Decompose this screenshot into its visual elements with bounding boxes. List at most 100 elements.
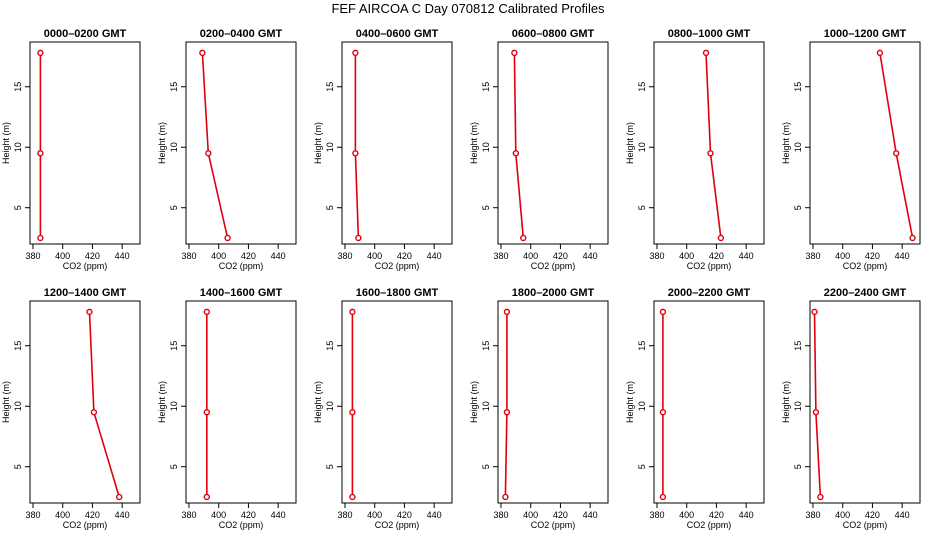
profile-point xyxy=(520,234,527,242)
y-tick-label: 10 xyxy=(793,142,803,152)
x-tick-label: 400 xyxy=(835,510,850,520)
x-tick-label: 440 xyxy=(427,251,442,261)
y-tick-label: 15 xyxy=(793,82,803,92)
plot-title: 2000–2200 GMT xyxy=(668,287,751,299)
profile-point xyxy=(707,150,714,157)
profile-point xyxy=(224,234,231,242)
x-axis-label: CO2 (ppm) xyxy=(219,520,264,530)
profile-point xyxy=(659,409,667,416)
profile-plot: 1000–1200 GMT 380 400 420 440 5 10 15 CO2 (ppm) H… xyxy=(781,28,921,271)
plot-frame xyxy=(809,300,921,504)
plot-title: 1600–1800 GMT xyxy=(356,287,439,299)
profile-line xyxy=(705,52,722,239)
y-tick-label: 15 xyxy=(325,341,335,351)
x-tick-label: 380 xyxy=(493,251,508,261)
profile-point xyxy=(659,308,667,316)
y-axis-label: Height (m) xyxy=(625,122,635,164)
y-tick-label: 10 xyxy=(481,142,491,152)
x-tick-label: 440 xyxy=(739,510,754,520)
x-axis-label: CO2 (ppm) xyxy=(843,261,888,271)
x-tick-label: 420 xyxy=(553,251,568,261)
profile-plot: 0200–0400 GMT 380 400 420 440 5 10 15 CO2 (ppm) H… xyxy=(157,28,297,271)
x-axis-label: CO2 (ppm) xyxy=(63,520,108,530)
plot-frame xyxy=(29,41,141,245)
profile-point xyxy=(812,409,820,416)
y-tick-label: 10 xyxy=(637,401,647,411)
plot-title: 1000–1200 GMT xyxy=(824,28,907,40)
y-tick-label: 10 xyxy=(169,401,179,411)
x-tick-label: 380 xyxy=(805,510,820,520)
x-tick-label: 400 xyxy=(367,510,382,520)
x-tick-label: 420 xyxy=(85,251,100,261)
y-tick-label: 15 xyxy=(13,341,23,351)
x-tick-label: 400 xyxy=(211,251,226,261)
x-tick-label: 440 xyxy=(427,510,442,520)
x-tick-label: 400 xyxy=(679,510,694,520)
profile-line xyxy=(813,311,822,498)
y-tick-label: 5 xyxy=(793,205,803,210)
profile-point xyxy=(512,150,520,157)
profile-point xyxy=(355,234,362,242)
x-tick-label: 400 xyxy=(367,251,382,261)
profile-point xyxy=(203,409,211,416)
x-axis-label: CO2 (ppm) xyxy=(375,520,420,530)
y-tick-label: 10 xyxy=(325,142,335,152)
profile-point xyxy=(909,234,916,242)
plot-frame xyxy=(341,41,453,245)
profile-line xyxy=(201,52,229,239)
y-tick-label: 15 xyxy=(637,82,647,92)
x-tick-label: 400 xyxy=(679,251,694,261)
x-tick-label: 380 xyxy=(337,251,352,261)
y-tick-label: 10 xyxy=(637,142,647,152)
profile-point xyxy=(37,234,44,242)
y-tick-label: 5 xyxy=(325,205,335,210)
x-tick-label: 420 xyxy=(397,251,412,261)
profile-plot: 0400–0600 GMT 380 400 420 440 5 10 15 CO2 (ppm) H… xyxy=(313,28,453,271)
y-tick-label: 15 xyxy=(481,341,491,351)
x-tick-label: 440 xyxy=(115,251,130,261)
x-axis-label: CO2 (ppm) xyxy=(843,520,888,530)
x-tick-label: 400 xyxy=(523,510,538,520)
x-tick-label: 380 xyxy=(337,510,352,520)
profile-point xyxy=(893,150,900,157)
x-tick-label: 440 xyxy=(895,251,910,261)
x-tick-label: 380 xyxy=(649,510,664,520)
x-axis-label: CO2 (ppm) xyxy=(219,261,264,271)
x-tick-label: 440 xyxy=(583,251,598,261)
x-tick-label: 440 xyxy=(739,251,754,261)
y-tick-label: 5 xyxy=(481,464,491,469)
y-axis-label: Height (m) xyxy=(781,122,791,164)
profile-plot: 1800–2000 GMT 380 400 420 440 5 10 15 CO2 (ppm) H… xyxy=(469,287,609,530)
x-tick-label: 420 xyxy=(241,251,256,261)
plot-frame xyxy=(653,41,765,245)
profile-point xyxy=(811,308,818,316)
profile-point xyxy=(37,150,44,157)
profile-plot: 1200–1400 GMT 380 400 420 440 5 10 15 CO2 (ppm) H… xyxy=(1,287,141,530)
x-tick-label: 440 xyxy=(895,510,910,520)
x-tick-label: 420 xyxy=(709,251,724,261)
profile-line xyxy=(354,52,360,239)
profile-point xyxy=(349,493,356,501)
x-tick-label: 440 xyxy=(115,510,130,520)
y-axis-label: Height (m) xyxy=(469,122,479,164)
profile-point xyxy=(86,308,93,316)
y-axis-label: Height (m) xyxy=(469,381,479,423)
x-tick-label: 380 xyxy=(493,510,508,520)
profile-point xyxy=(717,234,725,242)
x-tick-label: 380 xyxy=(649,251,664,261)
y-axis-label: Height (m) xyxy=(1,381,11,423)
profile-point xyxy=(203,308,211,316)
plot-title: 0200–0400 GMT xyxy=(200,28,283,40)
x-tick-label: 420 xyxy=(865,510,880,520)
plot-frame xyxy=(29,300,141,504)
y-axis-label: Height (m) xyxy=(313,122,323,164)
profile-plot: 0600–0800 GMT 380 400 420 440 5 10 15 CO2 (ppm) H… xyxy=(469,28,609,271)
profile-point xyxy=(876,49,884,57)
y-tick-label: 10 xyxy=(13,142,23,152)
plot-frame xyxy=(653,300,765,504)
x-tick-label: 420 xyxy=(553,510,568,520)
plot-title: 1200–1400 GMT xyxy=(44,287,127,299)
profile-point xyxy=(115,493,123,501)
profile-point xyxy=(349,409,356,416)
